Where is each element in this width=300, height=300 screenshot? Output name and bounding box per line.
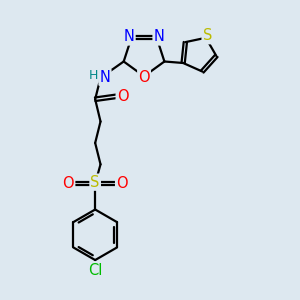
Text: N: N — [124, 29, 134, 44]
Text: O: O — [63, 176, 74, 191]
Text: O: O — [138, 70, 150, 85]
Text: N: N — [100, 70, 110, 85]
Text: N: N — [154, 29, 164, 44]
Text: S: S — [202, 28, 212, 43]
Text: O: O — [117, 89, 128, 104]
Text: Cl: Cl — [88, 263, 102, 278]
Text: S: S — [91, 175, 100, 190]
Text: H: H — [88, 69, 98, 82]
Text: O: O — [116, 176, 128, 191]
